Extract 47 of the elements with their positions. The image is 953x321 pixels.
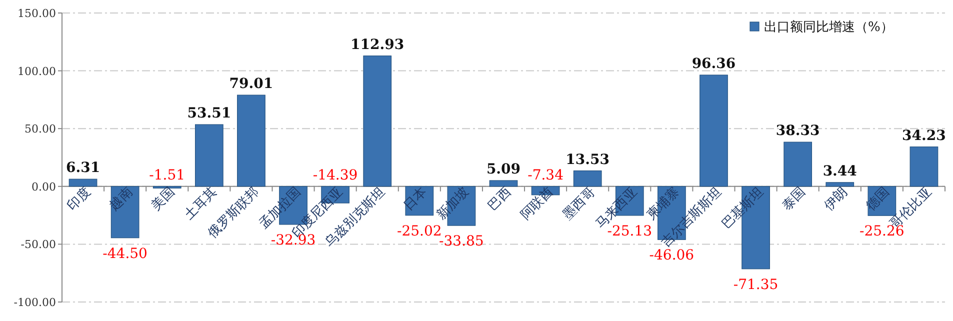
x-tick-label: 新加坡: [434, 184, 472, 223]
data-label: -33.85: [439, 234, 484, 250]
x-tick-label: 印度: [64, 184, 94, 214]
data-label: -44.50: [102, 246, 148, 262]
x-tick-label: 德国: [864, 184, 893, 214]
data-label: -7.34: [528, 167, 564, 184]
bar: [826, 182, 854, 187]
data-label: 3.44: [822, 163, 858, 180]
bar: [784, 142, 812, 187]
data-label: 34.23: [902, 128, 946, 144]
bar: [237, 94, 266, 187]
data-label: -14.39: [312, 167, 358, 184]
y-tick-label: 100.00: [18, 64, 56, 78]
y-tick-label: 150.00: [18, 7, 56, 20]
x-tick-label: 泰国: [780, 184, 809, 214]
data-label: -25.26: [860, 224, 904, 240]
bar: [700, 74, 728, 187]
bar: [363, 56, 392, 187]
legend-label: 出口额同比增速（%）: [764, 20, 894, 35]
x-tick-label: 越南: [106, 184, 136, 214]
x-tick-label: 日本: [401, 184, 430, 214]
x-tick-label: 阿联酋: [518, 184, 556, 223]
x-tick-label: 美国: [148, 184, 178, 214]
x-tick-label: 伊朗: [821, 184, 851, 214]
data-label: -1.51: [149, 167, 186, 184]
bar: [68, 178, 98, 187]
data-label: 13.53: [566, 152, 610, 168]
y-tick-label: 50.00: [24, 122, 56, 136]
data-label: -46.06: [649, 248, 694, 264]
y-tick-label: 0.00: [32, 180, 56, 194]
x-tick-label: 巴西: [485, 184, 514, 214]
bar: [194, 124, 224, 187]
data-label: -71.35: [733, 276, 778, 293]
y-tick-label: -50.00: [20, 238, 56, 252]
y-tick-label: -100.00: [14, 296, 56, 309]
data-label: -25.13: [607, 223, 652, 240]
data-label: 38.33: [776, 123, 820, 140]
bar: [573, 170, 602, 187]
data-label: 6.31: [66, 160, 100, 176]
data-label: -25.02: [397, 223, 442, 240]
data-label: 79.01: [229, 76, 274, 92]
data-label: 96.36: [692, 56, 736, 72]
bar: [489, 180, 518, 187]
data-label: 53.51: [187, 106, 232, 122]
data-label: 5.09: [486, 162, 521, 178]
data-label: 112.93: [350, 36, 404, 53]
bar: [910, 146, 938, 187]
